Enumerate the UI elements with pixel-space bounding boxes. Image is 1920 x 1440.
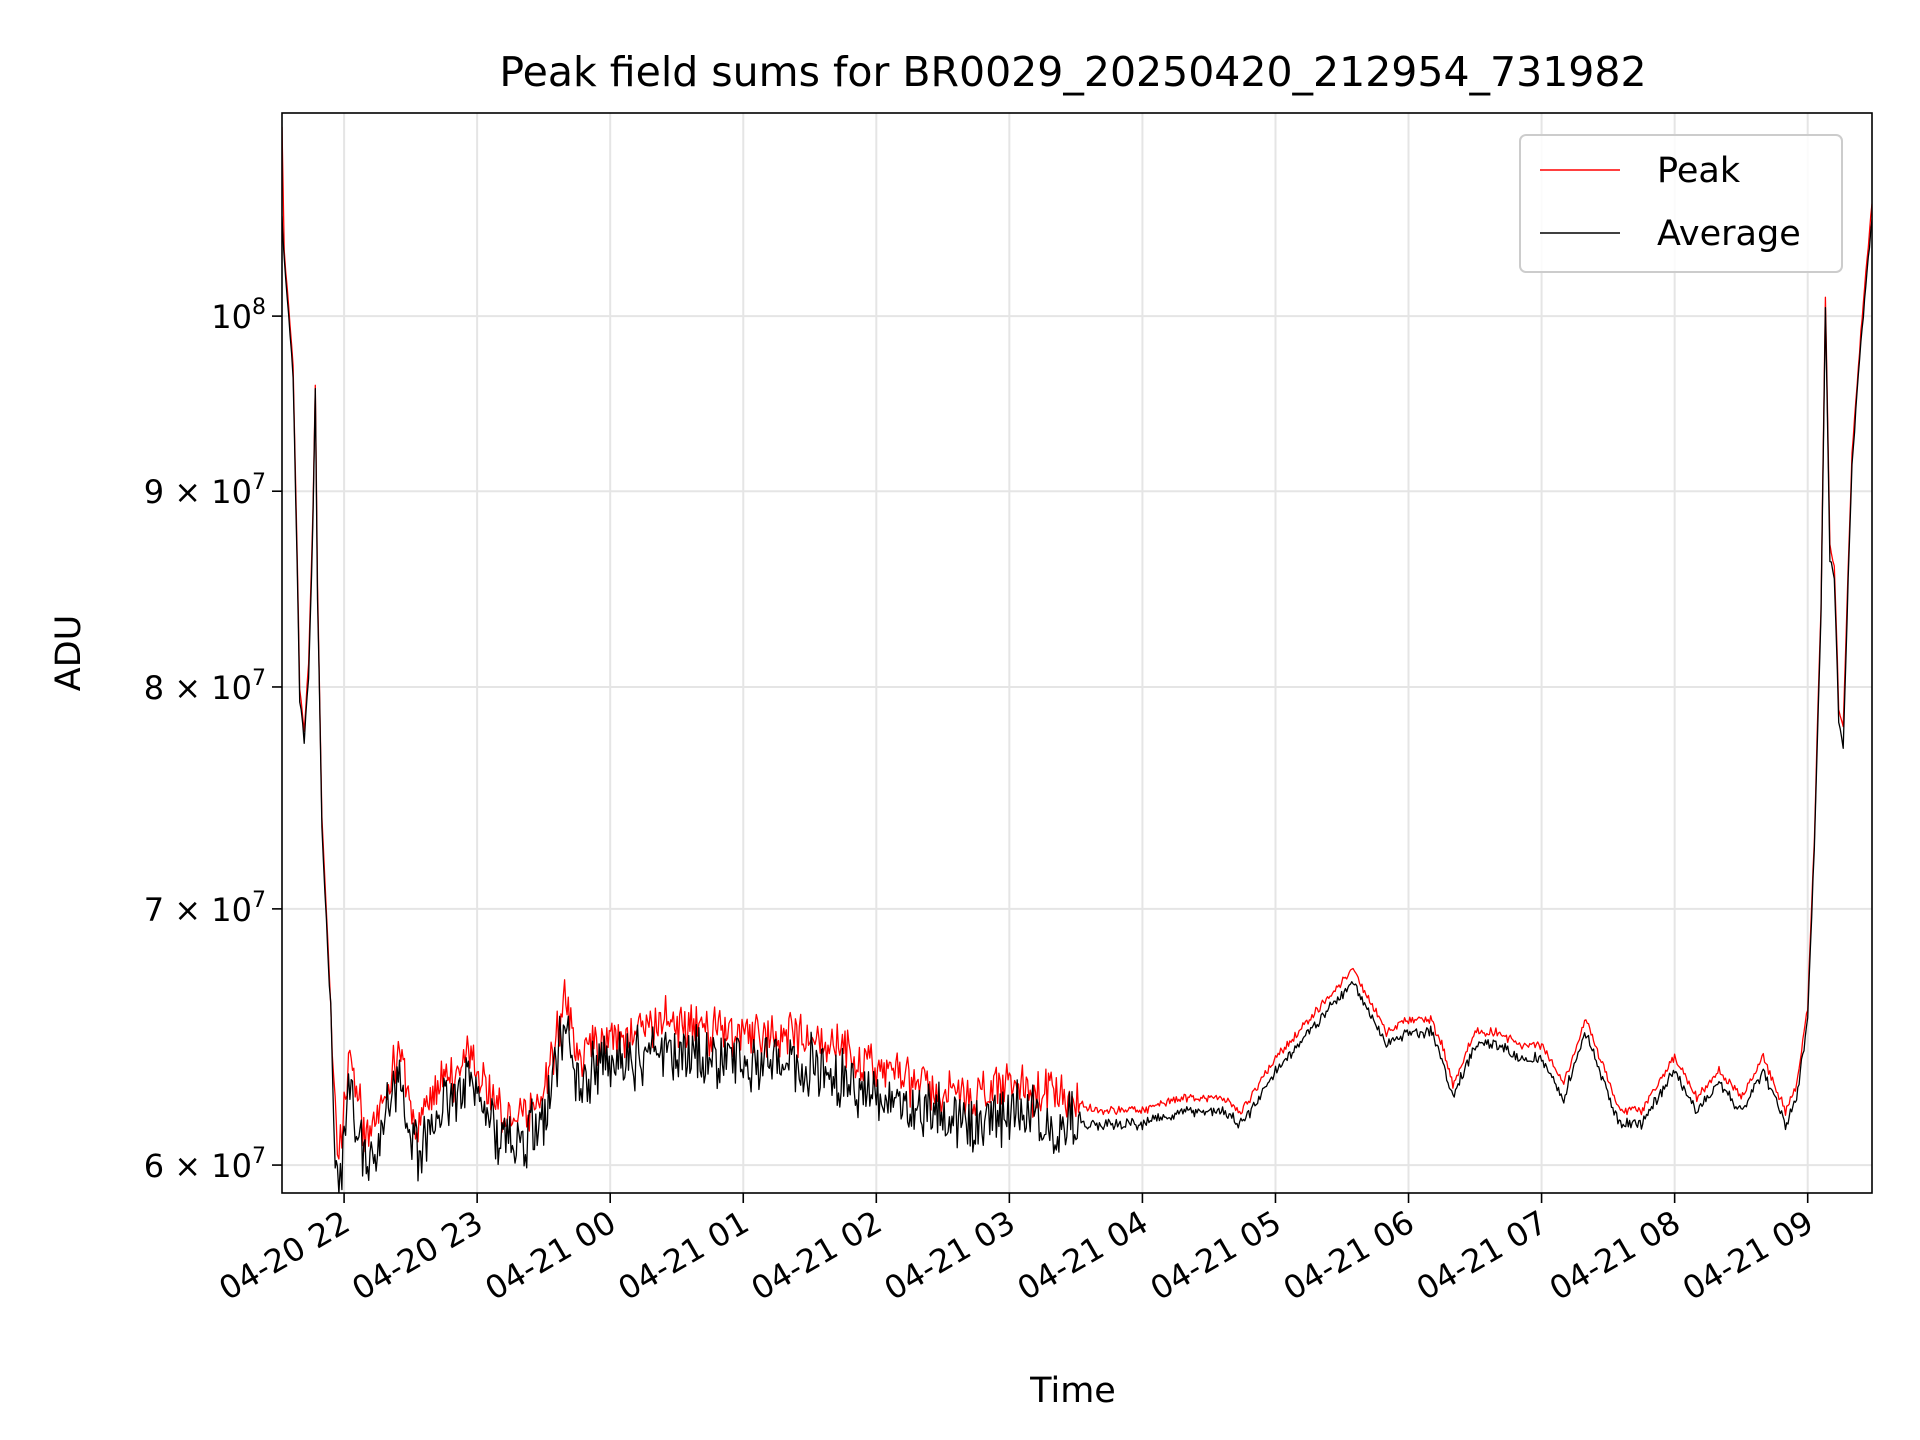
series-line-peak	[282, 126, 1872, 1160]
legend-peak-label: Peak	[1657, 151, 1741, 191]
y-axis-label: ADU	[49, 615, 89, 692]
grid	[282, 113, 1872, 1193]
y-tick-label: 7 × 107	[144, 888, 266, 929]
y-tick-label: 8 × 107	[144, 666, 266, 707]
plot-series	[282, 126, 1872, 1193]
legend-average-label: Average	[1657, 214, 1801, 254]
chart-title: Peak field sums for BR0029_20250420_2129…	[499, 48, 1646, 96]
series-line-average	[282, 216, 1872, 1193]
plot-frame	[281, 112, 1873, 1194]
y-tick-label: 6 × 107	[144, 1144, 266, 1185]
legend: Peak Average	[1519, 134, 1843, 273]
y-tick-label: 9 × 107	[144, 470, 266, 511]
x-axis-label: Time	[1029, 1371, 1116, 1411]
